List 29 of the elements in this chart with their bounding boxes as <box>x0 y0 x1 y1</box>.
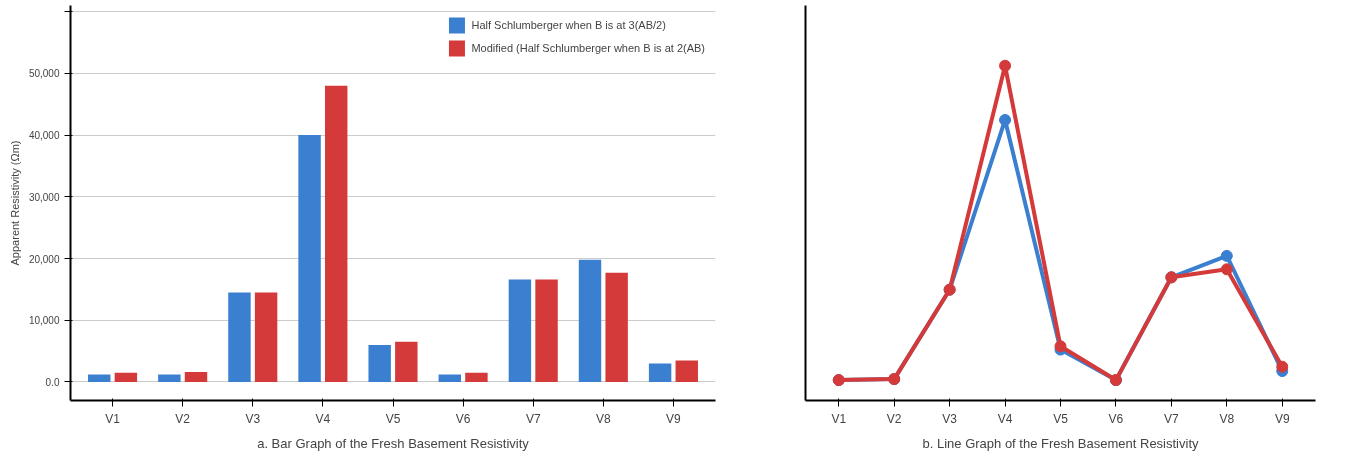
y-tick-label: 10,000 <box>28 315 60 327</box>
x-tick-label: V4 <box>997 411 1013 426</box>
legend-label: Modified (Half Schlumberger when B is at 2(AB) <box>471 42 705 54</box>
text: a. Bar Graph of the Fresh Basement Resistivity <box>257 435 530 451</box>
x-tick-label: V3 <box>942 411 958 426</box>
legend-label: Half Schlumberger when B is at 3(AB/2) <box>471 19 666 31</box>
y-tick-label: 40,000 <box>28 130 60 142</box>
x-tick-label: V7 <box>1164 411 1180 426</box>
x-tick-label: V6 <box>1108 411 1124 426</box>
x-tick-label: V2 <box>886 411 902 426</box>
x-tick-label: V8 <box>595 411 611 426</box>
x-tick-label: V8 <box>1219 411 1235 426</box>
x-tick-label: V1 <box>831 411 847 426</box>
x-tick-label: V1 <box>105 411 121 426</box>
x-tick-label: V3 <box>245 411 261 426</box>
y-tick-label: 0.0 <box>45 376 60 388</box>
x-tick-label: V4 <box>315 411 331 426</box>
y-axis-title: Apparent Resistivity (Ωm) <box>8 140 21 266</box>
x-tick-label: V9 <box>1274 411 1290 426</box>
y-tick-label: 20,000 <box>28 253 60 265</box>
text: b. Line Graph of the Fresh Basement Resistivity <box>922 435 1200 451</box>
x-tick-label: V7 <box>525 411 541 426</box>
x-tick-label: V9 <box>666 411 682 426</box>
y-tick-label: 30,000 <box>28 191 60 203</box>
y-tick-label: 50,000 <box>28 68 60 80</box>
x-tick-label: V2 <box>175 411 191 426</box>
x-tick-label: V5 <box>1053 411 1069 426</box>
x-tick-label: V5 <box>385 411 401 426</box>
x-tick-label: V6 <box>455 411 471 426</box>
